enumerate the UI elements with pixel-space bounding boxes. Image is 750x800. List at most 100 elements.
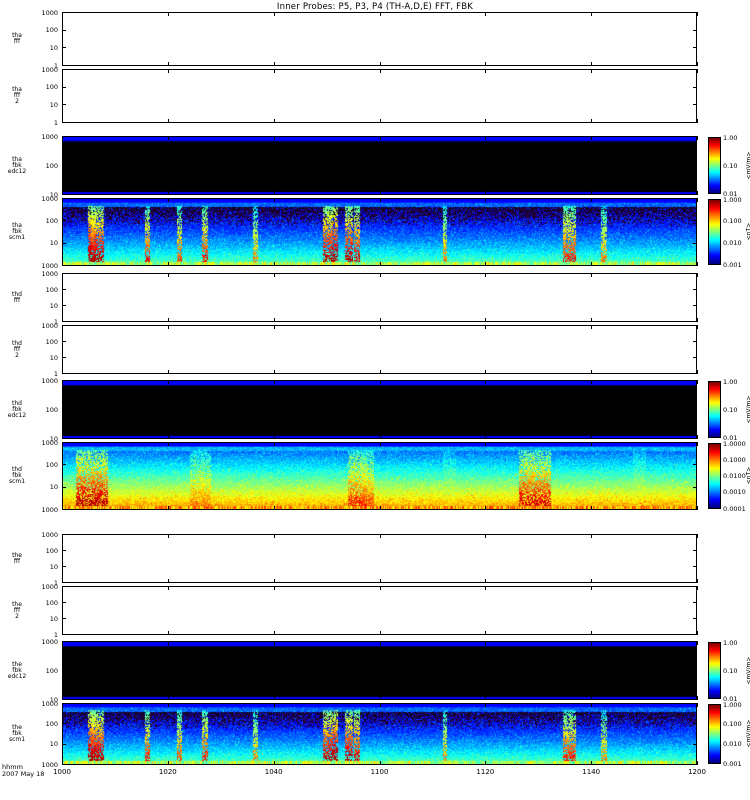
colorbar-unit-tha-fbk-edc12: <mV/m> — [745, 151, 750, 179]
xtick-mark — [62, 586, 63, 590]
xtick-mark — [485, 579, 487, 583]
ytick-mark — [62, 305, 66, 306]
ylabel-tha-fff2: tha fff 2 — [12, 86, 22, 105]
ytick-mark — [693, 703, 697, 704]
ytick-tha-fff-3: 1 — [53, 61, 58, 70]
ytick-mark — [693, 198, 697, 199]
xtick-mark — [62, 761, 63, 765]
ytick-thd-fbk-scm1-3: 1000 — [41, 505, 58, 514]
xtick-mark — [62, 435, 63, 439]
ytick-mark — [62, 242, 66, 244]
xtick-mark — [379, 703, 381, 707]
ytick-mark — [693, 586, 697, 587]
ytick-the-fbk-scm1-0: 1000 — [41, 699, 58, 708]
xtick-mark — [697, 136, 698, 140]
xtick-mark — [379, 579, 381, 583]
ytick-thd-fff2-3: 1 — [53, 369, 58, 378]
xtick-mark — [379, 370, 381, 374]
spectrogram-canvas — [63, 381, 696, 438]
xtick-mark — [485, 370, 487, 374]
xtick-mark — [697, 273, 698, 277]
ytick-mark — [693, 438, 697, 439]
ytick-mark — [693, 534, 697, 535]
ylabel-thd-fbk-scm1: thd fbk scm1 — [8, 466, 26, 485]
ytick-mark — [62, 341, 66, 342]
xtick-mark — [485, 435, 487, 439]
ytick-mark — [62, 582, 66, 583]
ytick-the-fff-2: 10 — [49, 562, 58, 571]
xtick-mark — [167, 435, 169, 439]
ytick-mark — [693, 325, 697, 326]
colorbar-tick-thd-fbk-scm1-1: 0.1000 — [723, 455, 746, 464]
ytick-the-fff2-2: 10 — [49, 614, 58, 623]
xtick-mark — [591, 380, 593, 384]
xtick-mark — [379, 198, 381, 202]
ylabel-the-fbk-edc12: the fbk edc12 — [7, 660, 27, 680]
xtick-mark — [591, 696, 593, 700]
xtick-mark — [379, 631, 381, 635]
xtick-mark — [591, 703, 593, 707]
ytick-tha-fbk-edc12-0: 1000 — [41, 132, 58, 141]
ytick-the-fff-0: 1000 — [41, 530, 58, 539]
xtick-mark — [485, 12, 487, 16]
xtick-mark — [591, 191, 593, 195]
panel-thd-fbk-edc12 — [62, 380, 697, 439]
xtick-mark — [485, 696, 487, 700]
ytick-mark — [62, 165, 66, 166]
xtick-mark — [62, 62, 63, 66]
ylabel-thd-fbk-edc12: thd fbk edc12 — [7, 399, 27, 419]
ytick-mark — [693, 273, 697, 274]
ytick-mark — [693, 743, 697, 745]
ytick-mark — [693, 104, 697, 106]
xtick-mark — [485, 273, 487, 277]
xtick-mark — [62, 325, 63, 329]
xtick-mark — [167, 325, 169, 329]
ytick-tha-fbk-edc12-1: 100 — [45, 161, 58, 170]
xtick-mark — [62, 442, 63, 446]
colorbar-tha-fbk-scm1 — [708, 199, 721, 265]
ytick-tha-fbk-scm1-0: 1000 — [41, 194, 58, 203]
ytick-tha-fff2-3: 1 — [53, 118, 58, 127]
ytick-mark — [62, 47, 66, 49]
ytick-mark — [693, 242, 697, 244]
ytick-tha-fff2-2: 10 — [49, 100, 58, 109]
panel-the-fff — [62, 534, 697, 583]
xtick-mark — [167, 273, 169, 277]
colorbar-tick-the-fbk-scm1-2: 0.010 — [723, 739, 742, 748]
xtick-mark — [485, 62, 487, 66]
ytick-mark — [693, 289, 697, 290]
colorbar-tick-thd-fbk-edc12-2: 0.01 — [723, 433, 738, 442]
xtick-mark — [167, 380, 169, 384]
xtick-mark — [62, 198, 63, 202]
xtick-label-2: 1040 — [264, 768, 283, 776]
colorbar-unit-thd-fbk-scm1: <nT> — [745, 466, 750, 485]
xtick-mark — [62, 191, 63, 195]
xtick-mark — [697, 703, 698, 707]
xtick-mark — [485, 325, 487, 329]
ytick-mark — [693, 566, 697, 567]
colorbar-gradient — [709, 138, 720, 193]
ytick-the-fbk-scm1-3: 1000 — [41, 760, 58, 769]
ytick-thd-fff-1: 100 — [45, 285, 58, 294]
xtick-mark — [167, 318, 169, 322]
xtick-mark — [62, 262, 63, 266]
colorbar-unit-thd-fbk-edc12: <mV/m> — [745, 395, 750, 423]
xtick-mark — [591, 442, 593, 446]
xtick-mark — [485, 136, 487, 140]
xtick-mark — [62, 579, 63, 583]
ytick-mark — [693, 618, 697, 619]
xtick-mark — [697, 534, 698, 538]
xtick-mark — [167, 641, 169, 645]
ytick-mark — [693, 699, 697, 700]
ytick-mark — [62, 220, 66, 222]
colorbar-tick-the-fbk-edc12-1: 0.10 — [723, 666, 738, 675]
ytick-mark — [693, 305, 697, 306]
ytick-thd-fbk-scm1-1: 100 — [45, 460, 58, 469]
spectrogram-canvas — [63, 642, 696, 699]
ytick-mark — [62, 273, 66, 274]
xtick-mark — [273, 435, 275, 439]
ytick-mark — [62, 550, 66, 551]
colorbar-tick-the-fbk-edc12-2: 0.01 — [723, 694, 738, 703]
spectrogram-canvas — [63, 704, 696, 764]
